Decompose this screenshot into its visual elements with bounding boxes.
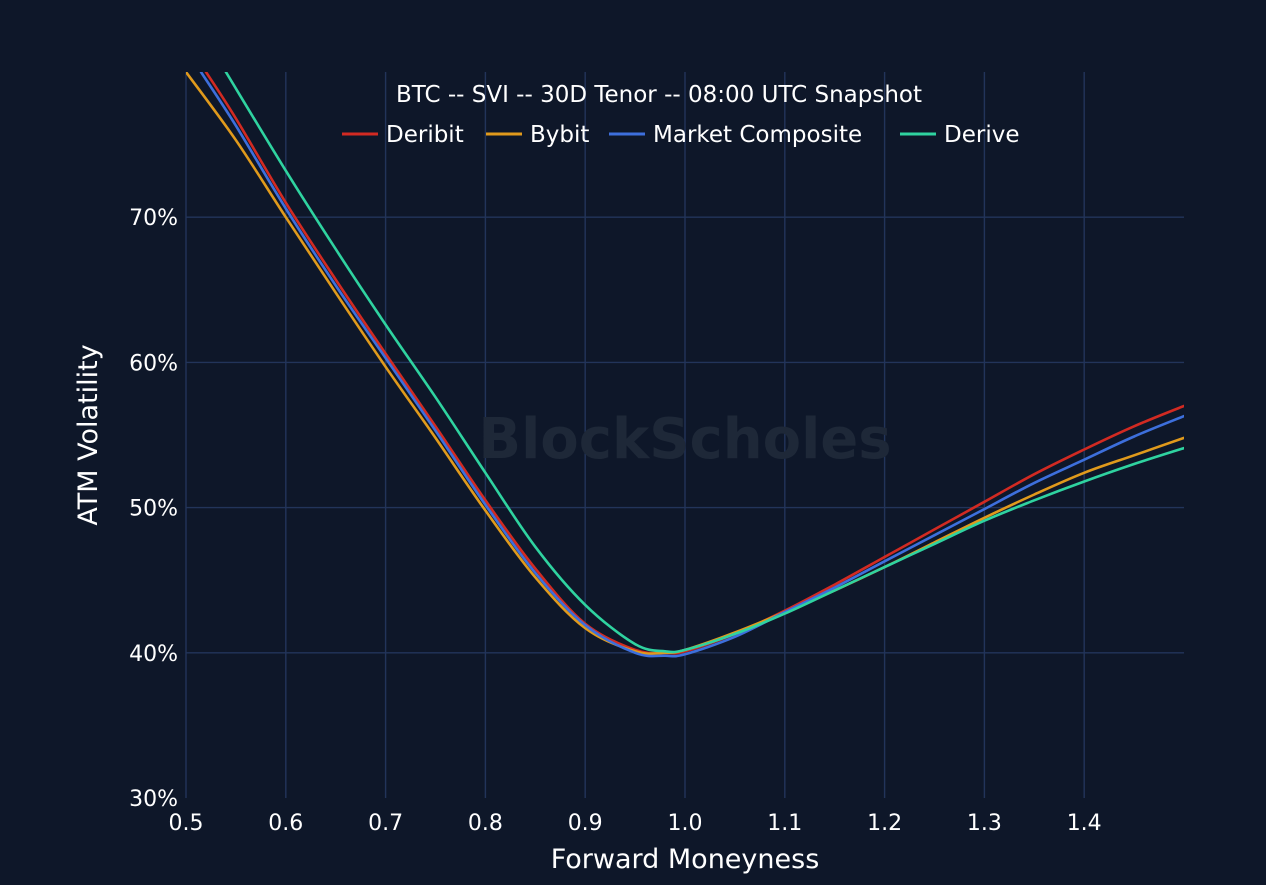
x-tick-label: 1.3 bbox=[967, 811, 1002, 836]
y-axis-ticks: 30% 40% 50% 60% 70% bbox=[129, 206, 178, 812]
y-tick-label: 60% bbox=[129, 351, 178, 376]
x-tick-label: 1.0 bbox=[668, 811, 703, 836]
chart-title: BTC -- SVI -- 30D Tenor -- 08:00 UTC Sna… bbox=[396, 82, 922, 108]
x-tick-label: 0.6 bbox=[268, 811, 303, 836]
x-axis-ticks: 0.5 0.6 0.7 0.8 0.9 1.0 1.1 1.2 1.3 1.4 bbox=[169, 811, 1102, 836]
legend-label: Deribit bbox=[386, 122, 464, 148]
series-line-derive bbox=[224, 72, 1184, 654]
y-tick-label: 50% bbox=[129, 497, 178, 522]
y-tick-label: 70% bbox=[129, 206, 178, 231]
x-tick-label: 0.5 bbox=[169, 811, 204, 836]
legend-label: Market Composite bbox=[653, 122, 862, 148]
x-tick-label: 0.9 bbox=[568, 811, 603, 836]
x-tick-label: 1.1 bbox=[767, 811, 802, 836]
legend-item-market-composite[interactable]: Market Composite bbox=[609, 122, 862, 148]
x-tick-label: 0.8 bbox=[468, 811, 503, 836]
legend-item-bybit[interactable]: Bybit bbox=[486, 122, 589, 148]
series-line-market-composite bbox=[199, 72, 1184, 658]
legend-label: Derive bbox=[944, 122, 1019, 148]
grid bbox=[185, 72, 1184, 798]
legend-item-derive[interactable]: Derive bbox=[900, 122, 1019, 148]
legend-label: Bybit bbox=[530, 122, 589, 148]
y-tick-label: 40% bbox=[129, 642, 178, 667]
legend-item-deribit[interactable]: Deribit bbox=[342, 122, 464, 148]
legend: Deribit Bybit Market Composite Derive bbox=[342, 122, 1019, 148]
y-tick-label: 30% bbox=[129, 787, 178, 812]
x-tick-label: 0.7 bbox=[368, 811, 403, 836]
series-lines bbox=[186, 72, 1184, 658]
series-line-bybit bbox=[186, 72, 1184, 655]
x-axis-title: Forward Moneyness bbox=[551, 844, 820, 875]
y-axis-title: ATM Volatility bbox=[73, 344, 104, 525]
x-tick-label: 1.4 bbox=[1067, 811, 1102, 836]
x-tick-label: 1.2 bbox=[867, 811, 902, 836]
watermark: BlockScholes bbox=[478, 407, 891, 472]
